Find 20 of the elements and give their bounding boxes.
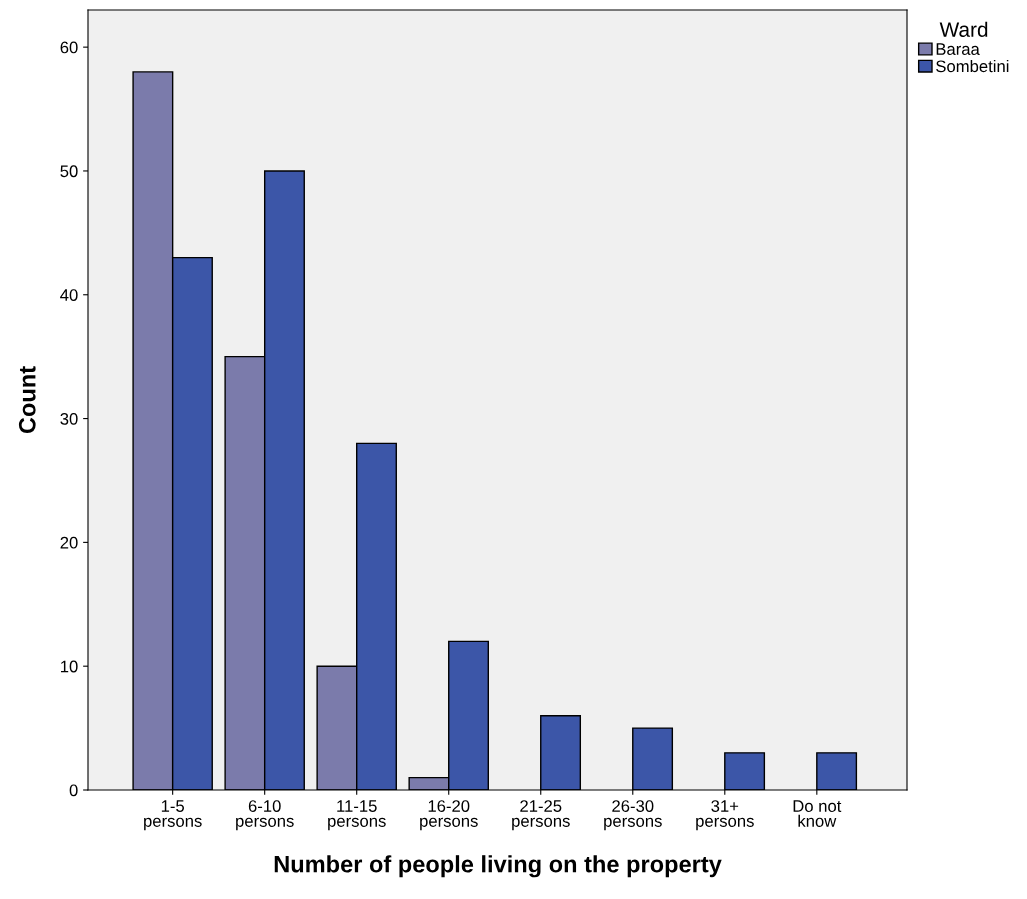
legend-title: Ward [939,21,988,37]
legend-label: Sombetini [936,59,1009,73]
y-tick-label: 40 [60,289,78,301]
x-tick-label: 31+ persons [696,800,754,831]
y-tick-label: 30 [60,412,78,425]
legend-label: Baraa [936,43,980,55]
y-tick-label: 0 [69,784,78,797]
x-tick-label: 11-15 persons [328,800,386,831]
x-tick-label: 26-30 persons [604,800,662,831]
x-tick-label: 16-20 persons [420,800,478,831]
y-tick-label: 50 [60,165,78,178]
y-tick-label: 10 [61,660,78,673]
x-tick-label: 6-10 persons [236,800,294,831]
y-tick-label: 20 [60,536,78,549]
x-tick-label: 21-25 persons [512,800,570,831]
x-tick-label: Do not know [793,800,842,827]
x-tick-label: 1-5 persons [144,800,202,831]
x-axis-title: Number of people living on the property [274,855,722,878]
y-axis-title: Count [18,366,36,434]
y-tick-label: 60 [60,41,78,54]
